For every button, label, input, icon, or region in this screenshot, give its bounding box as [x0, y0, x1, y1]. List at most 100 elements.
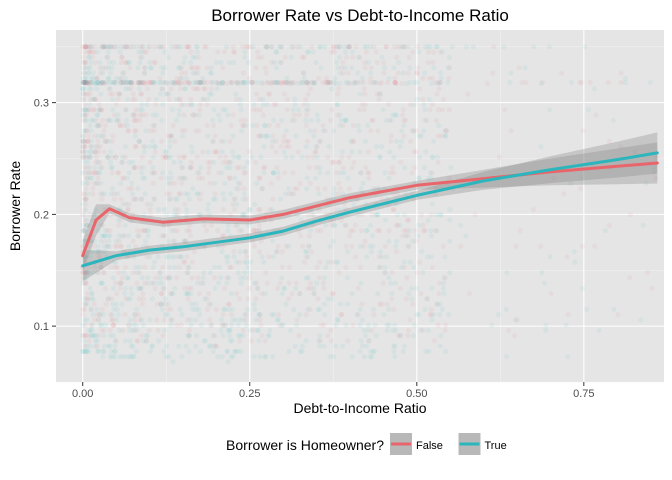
scatter-point [306, 243, 312, 249]
scatter-point [157, 91, 163, 97]
scatter-point [220, 333, 226, 339]
scatter-point [275, 175, 281, 181]
scatter-point [92, 165, 98, 171]
scatter-point [206, 170, 212, 176]
scatter-point [416, 154, 423, 160]
scatter-point [425, 327, 431, 333]
scatter-point [324, 170, 331, 176]
scatter-point [129, 212, 136, 218]
scatter-point [178, 254, 184, 260]
scatter-point [83, 222, 89, 228]
scatter-point [113, 301, 119, 307]
scatter-point [105, 343, 112, 349]
scatter-point [434, 301, 440, 307]
scatter-point [110, 91, 116, 97]
scatter-point [251, 101, 257, 108]
scatter-point [219, 322, 226, 328]
scatter-point [505, 327, 512, 333]
scatter-point [448, 165, 454, 171]
scatter-point [304, 186, 310, 192]
scatter-point [447, 207, 453, 213]
scatter-point [403, 80, 410, 87]
scatter-point [311, 79, 318, 86]
scatter-point [230, 112, 236, 118]
scatter-point [373, 79, 379, 86]
scatter-point [82, 112, 88, 118]
scatter-point [618, 70, 624, 76]
scatter-point [137, 285, 143, 291]
scatter-point [247, 207, 253, 213]
scatter-point [305, 101, 311, 108]
scatter-point [279, 44, 285, 50]
scatter-point [349, 65, 355, 71]
scatter-point [118, 280, 125, 286]
scatter-point [89, 249, 95, 255]
scatter-point [116, 327, 122, 333]
scatter-point [92, 207, 99, 213]
scatter-point [82, 75, 88, 81]
scatter-point [346, 44, 352, 50]
scatter-point [216, 80, 222, 87]
scatter-point [89, 75, 95, 81]
scatter-point [262, 65, 269, 71]
scatter-point [255, 312, 262, 318]
scatter-point [442, 254, 448, 260]
scatter-point [563, 322, 569, 328]
scatter-point [278, 44, 284, 50]
scatter-point [400, 70, 406, 76]
scatter-point [271, 170, 277, 176]
scatter-point [206, 212, 213, 218]
scatter-point [92, 149, 98, 155]
scatter-point [420, 270, 426, 276]
scatter-point [180, 133, 186, 139]
scatter-point [126, 159, 132, 165]
scatter-point [414, 312, 420, 318]
scatter-point [370, 79, 376, 86]
scatter-point [255, 285, 261, 291]
scatter-point [223, 80, 229, 87]
scatter-point [303, 312, 309, 318]
scatter-point [227, 175, 233, 181]
scatter-point [172, 238, 178, 244]
scatter-point [147, 59, 153, 66]
scatter-point [235, 322, 241, 328]
scatter-point [351, 159, 357, 165]
scatter-point [346, 44, 352, 50]
scatter-point [282, 191, 289, 197]
scatter-point [169, 254, 175, 260]
scatter-point [135, 312, 141, 318]
scatter-point [117, 122, 123, 129]
scatter-point [261, 259, 267, 265]
scatter-point [547, 107, 553, 113]
scatter-point [119, 159, 125, 165]
scatter-point [357, 322, 363, 328]
scatter-point [86, 86, 92, 92]
scatter-point [321, 275, 327, 281]
scatter-point [301, 75, 307, 81]
scatter-point [81, 70, 87, 76]
scatter-point [229, 322, 235, 328]
scatter-point [84, 317, 90, 323]
scatter-point [241, 165, 247, 171]
scatter-point [234, 222, 240, 228]
chart-title: Borrower Rate vs Debt-to-Income Ratio [211, 6, 509, 25]
scatter-point [209, 79, 215, 86]
scatter-point [402, 44, 408, 50]
scatter-point [161, 348, 167, 354]
scatter-point [565, 312, 571, 318]
scatter-point [176, 44, 182, 50]
scatter-point [86, 212, 93, 218]
scatter-point [435, 159, 441, 165]
scatter-point [317, 165, 323, 171]
scatter-point [116, 217, 122, 223]
scatter-point [119, 233, 126, 239]
scatter-point [258, 238, 264, 244]
scatter-point [297, 44, 303, 50]
scatter-point [504, 270, 510, 276]
scatter-point [439, 107, 446, 113]
scatter-point [423, 348, 429, 354]
scatter-point [106, 86, 112, 92]
scatter-point [392, 343, 398, 349]
scatter-point [337, 122, 343, 129]
scatter-point [226, 306, 232, 312]
